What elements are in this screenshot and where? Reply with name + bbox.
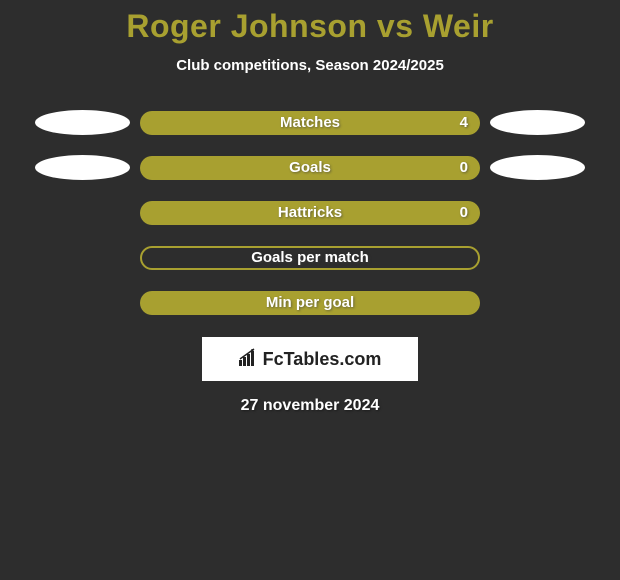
player-left-ellipse <box>35 110 130 135</box>
stat-row: Goals 0 <box>0 155 620 180</box>
stat-bar: Matches 4 <box>140 111 480 135</box>
stat-bar: Goals 0 <box>140 156 480 180</box>
stat-label: Goals <box>289 159 331 176</box>
stat-value: 0 <box>460 159 468 176</box>
stat-label: Min per goal <box>266 294 354 311</box>
bars-icon <box>239 348 261 371</box>
stat-label: Goals per match <box>251 249 369 266</box>
spacer <box>35 245 130 270</box>
comparison-widget: Roger Johnson vs Weir Club competitions,… <box>0 0 620 415</box>
spacer <box>35 290 130 315</box>
stat-row: Min per goal <box>0 290 620 315</box>
stat-row: Matches 4 <box>0 110 620 135</box>
stat-row: Goals per match <box>0 245 620 270</box>
spacer <box>490 290 585 315</box>
subtitle: Club competitions, Season 2024/2025 <box>0 57 620 74</box>
spacer <box>35 200 130 225</box>
date-text: 27 november 2024 <box>0 397 620 415</box>
spacer <box>490 245 585 270</box>
stat-bar: Hattricks 0 <box>140 201 480 225</box>
player-right-ellipse <box>490 110 585 135</box>
stat-value: 4 <box>460 114 468 131</box>
page-title: Roger Johnson vs Weir <box>0 8 620 45</box>
player-left-ellipse <box>35 155 130 180</box>
logo-box[interactable]: FcTables.com <box>202 337 418 381</box>
stat-bar: Goals per match <box>140 246 480 270</box>
player-right-ellipse <box>490 155 585 180</box>
stat-row: Hattricks 0 <box>0 200 620 225</box>
logo: FcTables.com <box>239 348 382 371</box>
spacer <box>490 200 585 225</box>
stat-value: 0 <box>460 204 468 221</box>
stat-rows: Matches 4 Goals 0 Hattricks 0 Goals per match M… <box>0 110 620 315</box>
stat-bar: Min per goal <box>140 291 480 315</box>
stat-label: Hattricks <box>278 204 342 221</box>
logo-text: FcTables.com <box>263 349 382 370</box>
stat-label: Matches <box>280 114 340 131</box>
